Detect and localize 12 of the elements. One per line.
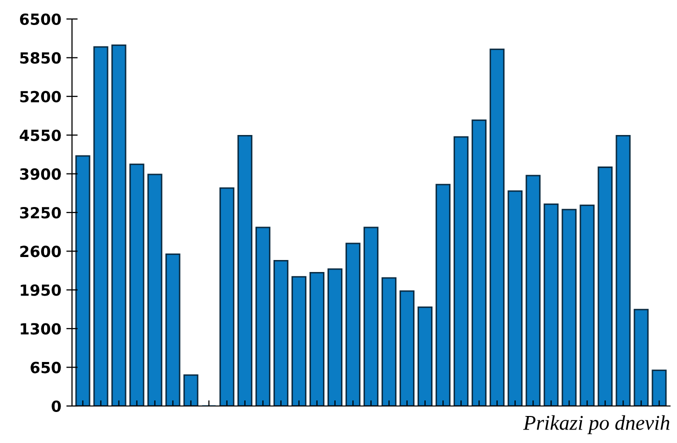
- y-tick-label: 5200: [20, 90, 61, 102]
- text: Prikazi po dnevih: [523, 415, 670, 434]
- y-tick-label: 650: [30, 362, 61, 374]
- y-tick-label: 3900: [20, 168, 61, 180]
- y-tick-label: 4550: [20, 130, 61, 142]
- y-tick-label: 1300: [20, 323, 61, 335]
- y-tick-label: 3250: [20, 206, 61, 219]
- y-tick-label: 5850: [20, 52, 61, 64]
- y-tick-label: 1950: [20, 284, 61, 296]
- y-tick-label: 2600: [20, 246, 61, 258]
- y-tick-label: 6500: [20, 13, 61, 26]
- y-tick-label: 0: [52, 400, 61, 412]
